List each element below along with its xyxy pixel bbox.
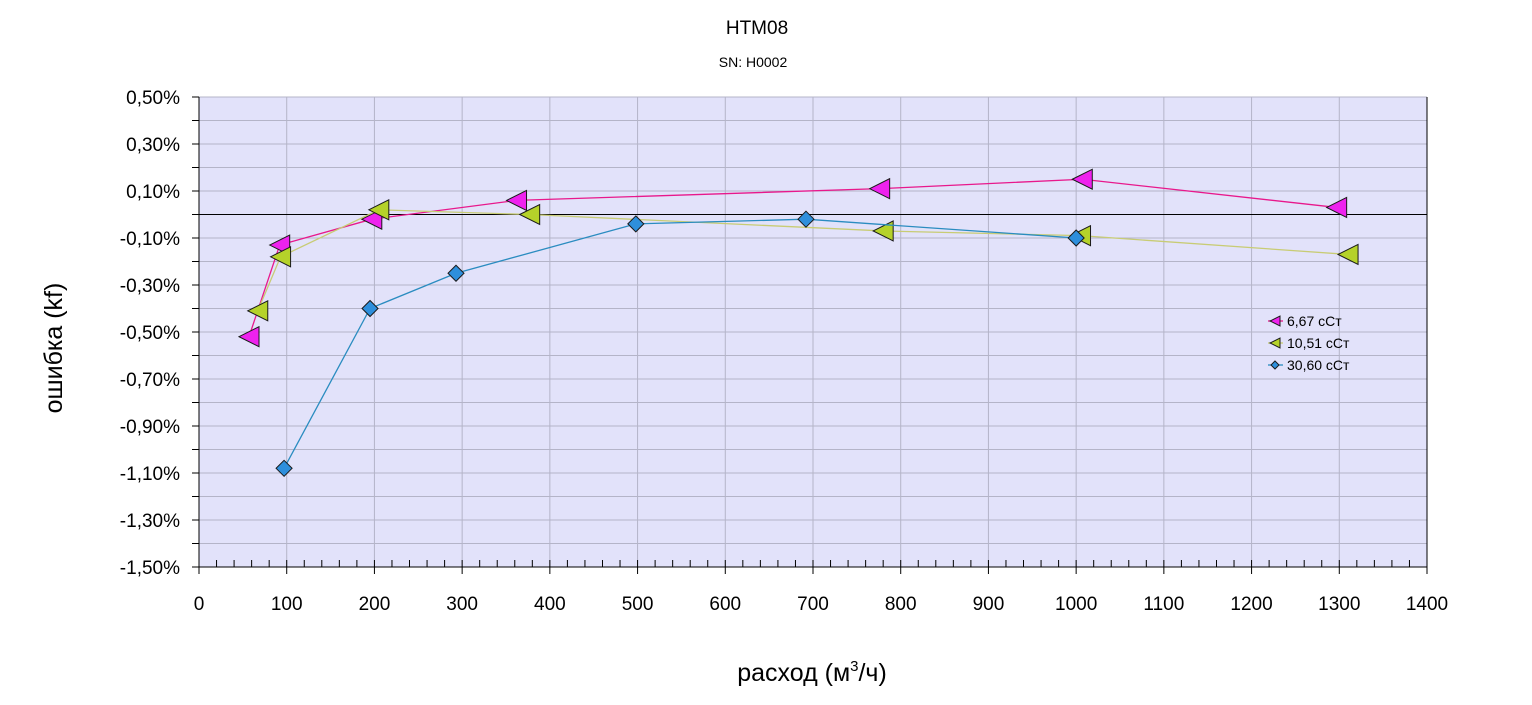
data-point xyxy=(797,210,815,228)
data-point xyxy=(246,300,269,322)
data-point xyxy=(275,459,293,478)
x-tick-labels: 0 100 200 300 400 500 600 700 800 900 1000 1100 1200… xyxy=(194,594,1448,615)
x-tick-label: 1100 xyxy=(1143,594,1184,615)
x-tick-label: 200 xyxy=(359,594,391,615)
series-3 xyxy=(275,210,1085,478)
legend-swatch-marker xyxy=(1270,360,1280,370)
y-tick-label: 0,30% xyxy=(126,135,180,156)
legend-swatch-marker xyxy=(1268,337,1281,349)
y-tick-label: -0,50% xyxy=(120,323,180,344)
data-point xyxy=(1067,229,1085,247)
legend-label: 30,60 сСт xyxy=(1287,357,1350,373)
x-tick-label: 1000 xyxy=(1055,594,1097,615)
data-point xyxy=(518,203,541,226)
axis-frame xyxy=(192,96,1428,574)
y-tick-label: 0,50% xyxy=(126,88,180,109)
y-tick-label: -1,10% xyxy=(120,464,180,485)
x-tick-label: 1200 xyxy=(1230,594,1272,615)
x-tick-label: 400 xyxy=(534,594,566,615)
x-tick-label: 900 xyxy=(973,594,1005,615)
minor-ticks xyxy=(216,560,1410,567)
x-tick-label: 0 xyxy=(194,594,205,615)
legend: 6,67 сСт 10,51 сСт 30,60 сСт xyxy=(1268,313,1350,373)
y-tick-label: -0,10% xyxy=(120,229,180,250)
y-tick-label: 0,10% xyxy=(126,182,180,203)
data-point xyxy=(1071,168,1093,191)
chart-title: HTM08 xyxy=(726,18,788,39)
y-tick-label: -1,30% xyxy=(120,511,180,532)
grid-lines xyxy=(198,96,1428,568)
x-tick-label: 100 xyxy=(271,594,303,615)
x-tick-label: 800 xyxy=(885,594,917,615)
x-tick-label: 1400 xyxy=(1406,594,1448,615)
x-axis-title-base: расход (м xyxy=(737,659,850,687)
x-axis-title-superscript: 3 xyxy=(850,658,858,675)
data-point xyxy=(361,299,379,318)
data-point xyxy=(505,189,528,212)
data-point xyxy=(1336,243,1359,266)
legend-label: 10,51 сСт xyxy=(1287,335,1350,351)
y-tick-labels: 0,50% 0,30% 0,10% -0,10% -0,30% -0,50% -0,70% -… xyxy=(120,88,180,579)
y-tick-label: -1,50% xyxy=(120,558,180,579)
data-point xyxy=(237,325,260,348)
series-1 xyxy=(237,168,1348,348)
data-point xyxy=(627,215,645,233)
data-point xyxy=(1325,196,1348,219)
y-tick-label: -0,70% xyxy=(120,370,180,391)
x-tick-label: 700 xyxy=(797,594,829,615)
x-tick-label: 1300 xyxy=(1318,594,1360,615)
x-tick-label: 300 xyxy=(446,594,478,615)
data-point xyxy=(868,177,891,200)
series-layer xyxy=(237,168,1359,478)
chart-subtitle: SN: H0002 xyxy=(719,54,788,70)
y-tick-label: -0,30% xyxy=(120,276,180,297)
data-point xyxy=(447,264,465,282)
x-tick-label: 600 xyxy=(709,594,741,615)
y-tick-label: -0,90% xyxy=(120,417,180,438)
legend-label: 6,67 сСт xyxy=(1287,313,1342,329)
x-axis-title-tail: /ч) xyxy=(858,659,886,687)
y-axis-title: ошибка (kf) xyxy=(40,283,68,414)
x-axis-title: расход (м3/ч) xyxy=(737,658,887,687)
data-point xyxy=(872,220,894,242)
legend-swatch-marker xyxy=(1268,315,1281,327)
x-tick-label: 500 xyxy=(622,594,654,615)
series-line xyxy=(283,218,1077,469)
data-point xyxy=(269,245,292,268)
data-point xyxy=(367,198,390,221)
